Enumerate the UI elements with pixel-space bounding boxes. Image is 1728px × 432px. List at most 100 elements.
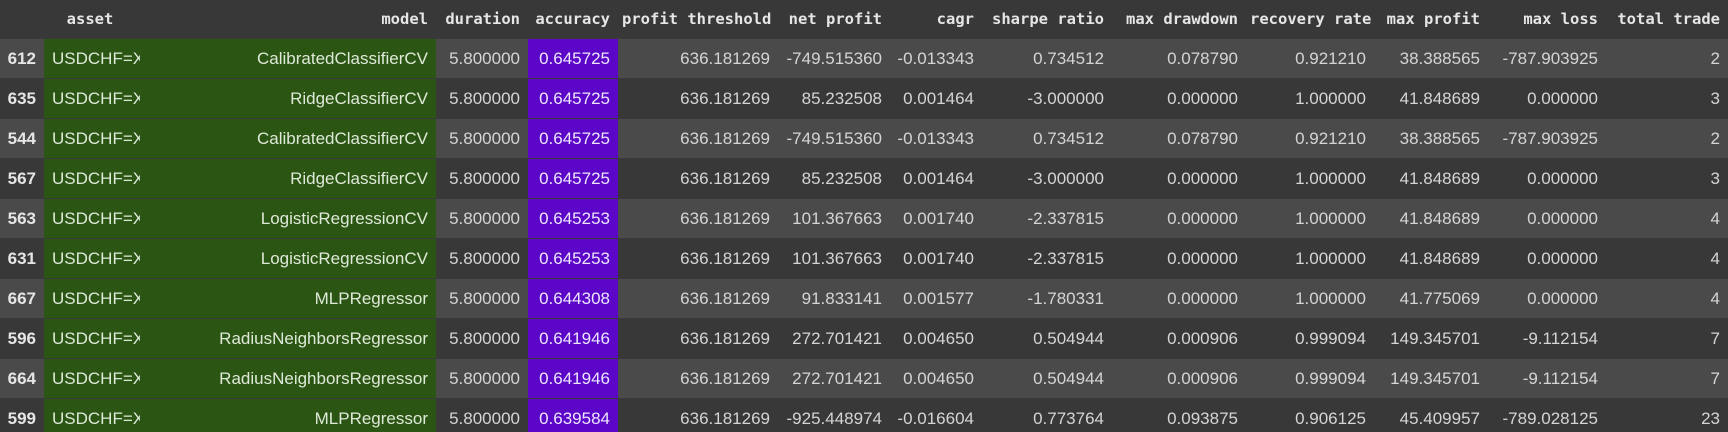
cell-max-drawdown: 0.000000 [1112, 198, 1246, 239]
cell-recovery-rate: 0.921210 [1246, 118, 1374, 159]
cell-net-profit: -925.448974 [778, 398, 890, 432]
header-asset: asset [44, 0, 140, 39]
cell-max-profit: 38.388565 [1374, 38, 1488, 79]
cell-net-profit: 85.232508 [778, 78, 890, 119]
cell-model: RadiusNeighborsRegressor [140, 318, 436, 359]
cell-max-loss: 0.000000 [1488, 158, 1606, 199]
cell-max-drawdown: 0.093875 [1112, 398, 1246, 432]
cell-recovery-rate: 1.000000 [1246, 158, 1374, 199]
table-row: 664 USDCHF=X RadiusNeighborsRegressor 5.800… [0, 358, 1728, 399]
cell-accuracy: 0.641946 [528, 318, 618, 359]
cell-max-drawdown: 0.000906 [1112, 318, 1246, 359]
cell-net-profit: -749.515360 [778, 38, 890, 79]
cell-asset: USDCHF=X [44, 158, 140, 199]
header-cagr: cagr [890, 0, 982, 39]
cell-max-loss: -9.112154 [1488, 318, 1606, 359]
cell-recovery-rate: 1.000000 [1246, 278, 1374, 319]
table-row: 596 USDCHF=X RadiusNeighborsRegressor 5.800… [0, 318, 1728, 359]
header-profit-threshold: profit threshold [618, 0, 778, 39]
cell-asset: USDCHF=X [44, 398, 140, 432]
cell-profit-threshold: 636.181269 [618, 158, 778, 199]
cell-cagr: 0.001740 [890, 198, 982, 239]
cell-sharpe-ratio: 0.773764 [982, 398, 1112, 432]
table-row: 599 USDCHF=X MLPRegressor 5.800000 0.639584 6… [0, 398, 1728, 432]
cell-duration: 5.800000 [436, 118, 528, 159]
cell-model: CalibratedClassifierCV [140, 38, 436, 79]
cell-model: LogisticRegressionCV [140, 198, 436, 239]
cell-max-profit: 149.345701 [1374, 318, 1488, 359]
cell-max-loss: 0.000000 [1488, 238, 1606, 279]
cell-accuracy: 0.645725 [528, 78, 618, 119]
cell-cagr: 0.001464 [890, 78, 982, 119]
cell-total-trade: 7 [1606, 358, 1728, 399]
cell-max-loss: -787.903925 [1488, 118, 1606, 159]
cell-sharpe-ratio: -3.000000 [982, 78, 1112, 119]
cell-sharpe-ratio: 0.734512 [982, 118, 1112, 159]
table-row: 544 USDCHF=X CalibratedClassifierCV 5.80000… [0, 118, 1728, 159]
cell-profit-threshold: 636.181269 [618, 278, 778, 319]
cell-model: MLPRegressor [140, 398, 436, 432]
cell-max-loss: -9.112154 [1488, 358, 1606, 399]
cell-max-drawdown: 0.000906 [1112, 358, 1246, 399]
cell-total-trade: 7 [1606, 318, 1728, 359]
cell-cagr: -0.013343 [890, 118, 982, 159]
header-net-profit: net profit [778, 0, 890, 39]
cell-profit-threshold: 636.181269 [618, 78, 778, 119]
header-accuracy: accuracy [528, 0, 618, 39]
cell-accuracy: 0.645253 [528, 198, 618, 239]
table-body: 612 USDCHF=X CalibratedClassifierCV 5.80000… [0, 38, 1728, 432]
cell-recovery-rate: 0.906125 [1246, 398, 1374, 432]
cell-asset: USDCHF=X [44, 198, 140, 239]
cell-max-drawdown: 0.078790 [1112, 38, 1246, 79]
cell-asset: USDCHF=X [44, 38, 140, 79]
cell-asset: USDCHF=X [44, 318, 140, 359]
cell-duration: 5.800000 [436, 318, 528, 359]
cell-max-loss: -789.028125 [1488, 398, 1606, 432]
cell-accuracy: 0.645725 [528, 38, 618, 79]
cell-duration: 5.800000 [436, 398, 528, 432]
cell-row-index: 596 [0, 318, 44, 359]
cell-recovery-rate: 1.000000 [1246, 238, 1374, 279]
cell-accuracy: 0.645253 [528, 238, 618, 279]
cell-row-index: 667 [0, 278, 44, 319]
cell-row-index: 612 [0, 38, 44, 79]
header-max-profit: max profit [1374, 0, 1488, 39]
cell-cagr: 0.001740 [890, 238, 982, 279]
cell-profit-threshold: 636.181269 [618, 198, 778, 239]
cell-max-profit: 41.848689 [1374, 158, 1488, 199]
cell-recovery-rate: 0.921210 [1246, 38, 1374, 79]
cell-total-trade: 4 [1606, 198, 1728, 239]
cell-asset: USDCHF=X [44, 118, 140, 159]
table-row: 635 USDCHF=X RidgeClassifierCV 5.800000 0.64… [0, 78, 1728, 119]
header-index [0, 0, 44, 39]
header-duration: duration [436, 0, 528, 39]
cell-max-profit: 41.775069 [1374, 278, 1488, 319]
cell-model: RidgeClassifierCV [140, 158, 436, 199]
cell-max-loss: 0.000000 [1488, 278, 1606, 319]
cell-sharpe-ratio: 0.504944 [982, 358, 1112, 399]
cell-net-profit: -749.515360 [778, 118, 890, 159]
cell-profit-threshold: 636.181269 [618, 118, 778, 159]
table-row: 667 USDCHF=X MLPRegressor 5.800000 0.644308 6… [0, 278, 1728, 319]
cell-row-index: 567 [0, 158, 44, 199]
cell-net-profit: 101.367663 [778, 238, 890, 279]
cell-max-drawdown: 0.000000 [1112, 78, 1246, 119]
cell-max-profit: 45.409957 [1374, 398, 1488, 432]
cell-row-index: 544 [0, 118, 44, 159]
cell-max-profit: 41.848689 [1374, 78, 1488, 119]
cell-net-profit: 272.701421 [778, 318, 890, 359]
cell-max-profit: 41.848689 [1374, 238, 1488, 279]
header-sharpe-ratio: sharpe ratio [982, 0, 1112, 39]
cell-cagr: 0.004650 [890, 318, 982, 359]
header-max-loss: max loss [1488, 0, 1606, 39]
cell-cagr: 0.004650 [890, 358, 982, 399]
table-row: 567 USDCHF=X RidgeClassifierCV 5.800000 0.64… [0, 158, 1728, 199]
cell-model: RidgeClassifierCV [140, 78, 436, 119]
cell-net-profit: 91.833141 [778, 278, 890, 319]
cell-duration: 5.800000 [436, 358, 528, 399]
cell-asset: USDCHF=X [44, 78, 140, 119]
cell-net-profit: 272.701421 [778, 358, 890, 399]
header-model: model [140, 0, 436, 39]
cell-max-drawdown: 0.078790 [1112, 118, 1246, 159]
